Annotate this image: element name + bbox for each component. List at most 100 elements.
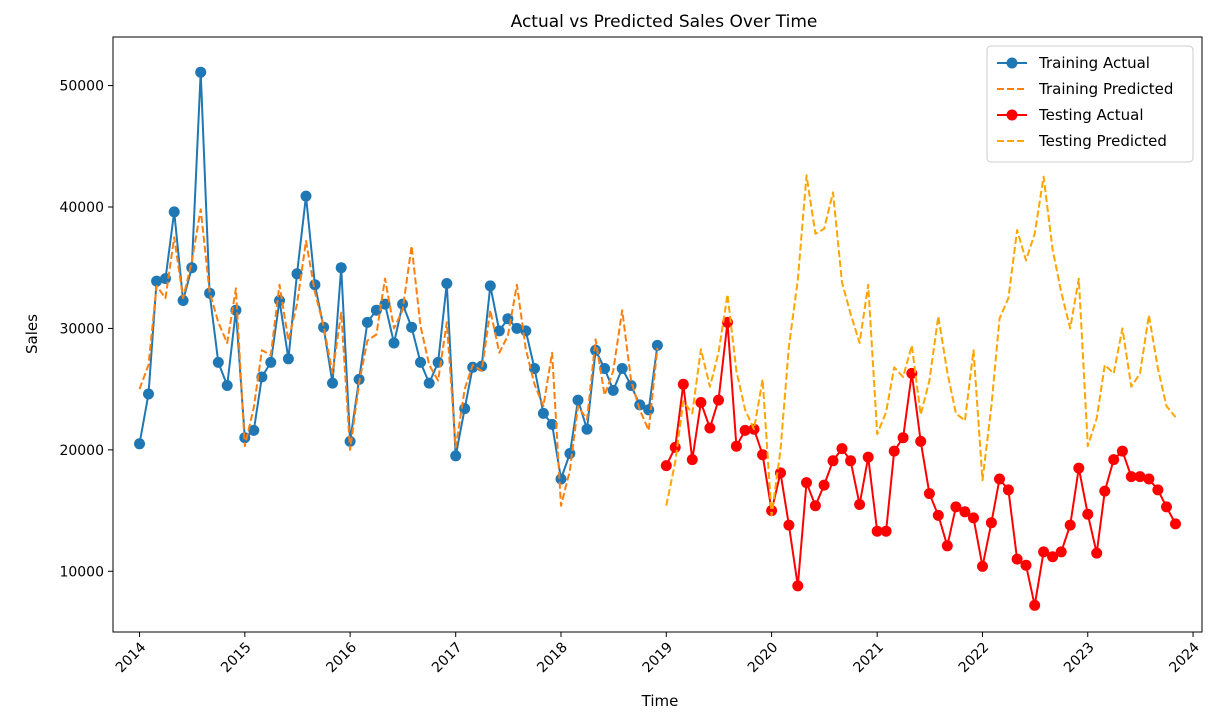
testing-actual-point [1020, 559, 1032, 571]
testing-actual-point [977, 560, 988, 572]
training-actual-point [423, 377, 435, 389]
legend-item-training-predicted: Training Predicted [997, 80, 1173, 98]
training-actual-point [441, 278, 453, 289]
training-actual-line [138, 71, 659, 480]
testing-actual-point [1170, 518, 1181, 530]
training-actual-point [546, 418, 558, 430]
testing-actual-point [985, 517, 997, 529]
x-tick-label: 2014 [113, 639, 150, 676]
training-actual-point [151, 275, 163, 287]
legend-item-training-actual: Training Actual [997, 54, 1150, 72]
training-actual-point [406, 321, 418, 333]
x-tick-label: 2020 [745, 640, 782, 677]
training-actual-point [651, 339, 663, 351]
testing-actual-point [809, 500, 821, 512]
testing-actual-point [1116, 445, 1128, 457]
training-actual-point [379, 298, 391, 310]
testing-actual-point [818, 479, 830, 491]
testing-predicted-line [665, 174, 1177, 517]
training-actual-point [537, 407, 549, 419]
testing-actual-point [1161, 501, 1172, 513]
training-actual-point [291, 268, 303, 280]
testing-predicted-series [665, 174, 1177, 517]
training-actual-point [327, 377, 338, 389]
testing-actual-point [1143, 473, 1155, 485]
training-actual-point [493, 325, 505, 337]
testing-actual-point [669, 441, 681, 453]
testing-actual-point [713, 394, 724, 406]
testing-actual-point [1011, 553, 1023, 565]
testing-actual-point [730, 440, 742, 452]
testing-actual-point [739, 424, 751, 436]
testing-actual-point [1134, 471, 1146, 483]
training-actual-point [309, 279, 321, 291]
y-axis: 10000 20000 30000 40000 50000 [59, 79, 113, 580]
x-tick-label: 2021 [850, 640, 887, 677]
training-actual-point [221, 380, 233, 391]
training-actual-point [318, 321, 330, 333]
y-tick-label: 40000 [59, 200, 104, 216]
x-axis: 2014 2015 2016 2017 2018 2019 2020 2021 2022 2023… [113, 632, 1203, 676]
testing-actual-point [1091, 547, 1103, 559]
testing-actual-point [1055, 546, 1067, 558]
legend-label: Testing Predicted [1038, 132, 1167, 150]
testing-actual-point [1152, 484, 1164, 496]
training-actual-point [511, 322, 523, 334]
x-tick-label: 2022 [956, 640, 993, 677]
y-axis-label: Sales [23, 314, 41, 354]
training-actual-point [581, 423, 593, 435]
training-actual-point [484, 280, 496, 292]
testing-actual-line [665, 321, 1177, 607]
testing-actual-point [932, 509, 944, 521]
training-predicted-line [138, 208, 659, 507]
x-tick-label: 2016 [323, 639, 360, 676]
legend-item-testing-actual: Testing Actual [997, 106, 1144, 124]
testing-actual-point [836, 443, 848, 455]
x-tick-label: 2018 [534, 640, 571, 677]
training-actual-point [134, 438, 145, 450]
training-predicted-series [138, 208, 659, 507]
testing-actual-point [845, 455, 857, 467]
testing-actual-point [862, 451, 874, 463]
testing-actual-point [871, 525, 883, 537]
testing-actual-point [1073, 462, 1085, 474]
training-actual-point [634, 399, 646, 411]
testing-actual-point [1029, 599, 1041, 611]
x-tick-label: 2015 [218, 640, 255, 677]
training-actual-point [415, 356, 426, 368]
plot-area [112, 36, 1203, 633]
training-actual-point [256, 371, 268, 383]
testing-actual-point [897, 432, 909, 444]
training-actual-point [212, 356, 224, 368]
training-actual-point [370, 304, 382, 316]
legend-marker [1006, 57, 1018, 69]
training-actual-point [529, 363, 540, 374]
legend-item-testing-predicted: Testing Predicted [997, 132, 1167, 150]
training-actual-point [282, 353, 294, 365]
testing-actual-point [801, 477, 812, 489]
testing-actual-point [941, 540, 953, 552]
testing-actual-point [792, 580, 804, 592]
legend-label: Training Predicted [1038, 80, 1173, 98]
x-tick-label: 2019 [640, 640, 677, 677]
testing-actual-point [1082, 508, 1094, 520]
testing-actual-point [1002, 484, 1014, 496]
testing-actual-point [959, 506, 971, 518]
training-actual-point [432, 356, 444, 368]
testing-actual-point [968, 512, 979, 524]
training-actual-point [616, 363, 628, 374]
legend-label: Training Actual [1038, 54, 1150, 72]
testing-actual-point [854, 499, 866, 510]
training-actual-point [335, 262, 347, 274]
x-axis-label: Time [641, 692, 679, 710]
testing-actual-point [888, 445, 900, 457]
testing-actual-point [915, 435, 927, 447]
legend-label: Testing Actual [1038, 106, 1144, 124]
testing-actual-point [1099, 485, 1111, 497]
y-tick-label: 50000 [59, 79, 104, 95]
training-actual-point [265, 356, 277, 368]
testing-actual-point [757, 449, 769, 461]
testing-actual-point [1064, 519, 1076, 531]
testing-actual-point [695, 397, 707, 408]
